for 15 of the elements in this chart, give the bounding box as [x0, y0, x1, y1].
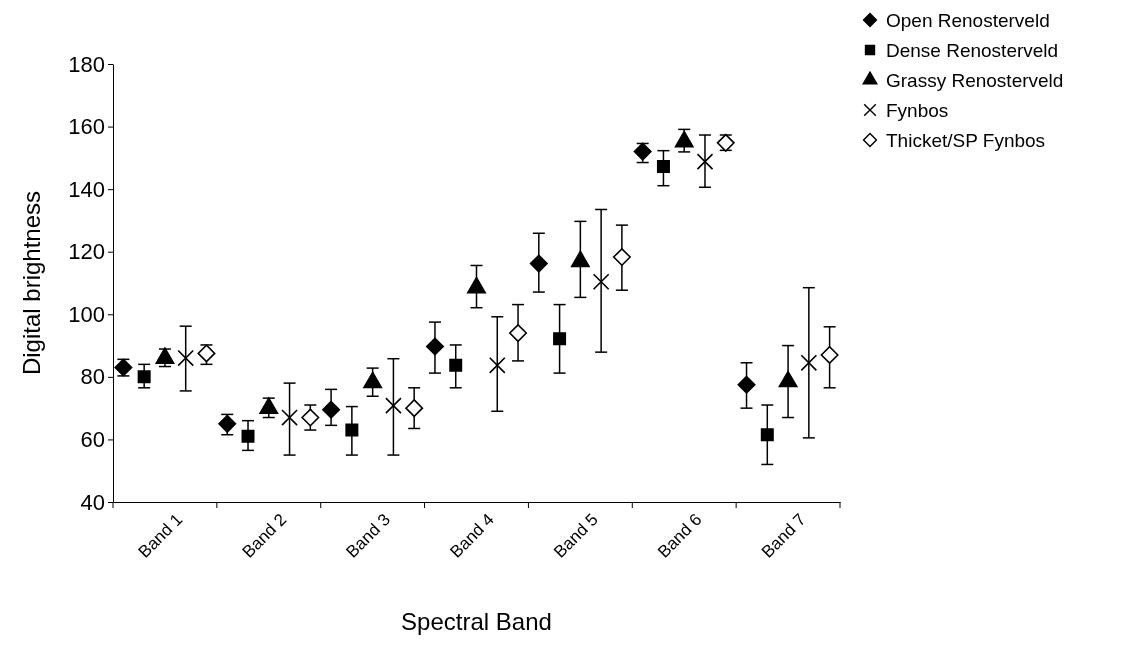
legend-label: Dense Renosterveld	[886, 39, 1059, 61]
y-axis-title: Digital brightness	[18, 190, 45, 376]
y-tick-label: 100	[68, 301, 105, 327]
y-tick-label: 60	[80, 426, 105, 452]
legend-label: Grassy Renosterveld	[886, 69, 1064, 91]
y-tick-label: 80	[80, 364, 105, 390]
y-tick-label: 140	[68, 176, 105, 202]
y-tick-label: 120	[68, 239, 105, 265]
y-tick-label: 40	[80, 489, 105, 515]
legend-label: Open Renosterveld	[886, 9, 1050, 31]
y-tick-label: 180	[68, 51, 105, 77]
y-tick-label: 160	[68, 114, 105, 140]
legend-label: Thicket/SP Fynbos	[886, 129, 1046, 151]
x-axis-title: Spectral Band	[401, 608, 552, 635]
legend-label: Fynbos	[886, 99, 949, 121]
